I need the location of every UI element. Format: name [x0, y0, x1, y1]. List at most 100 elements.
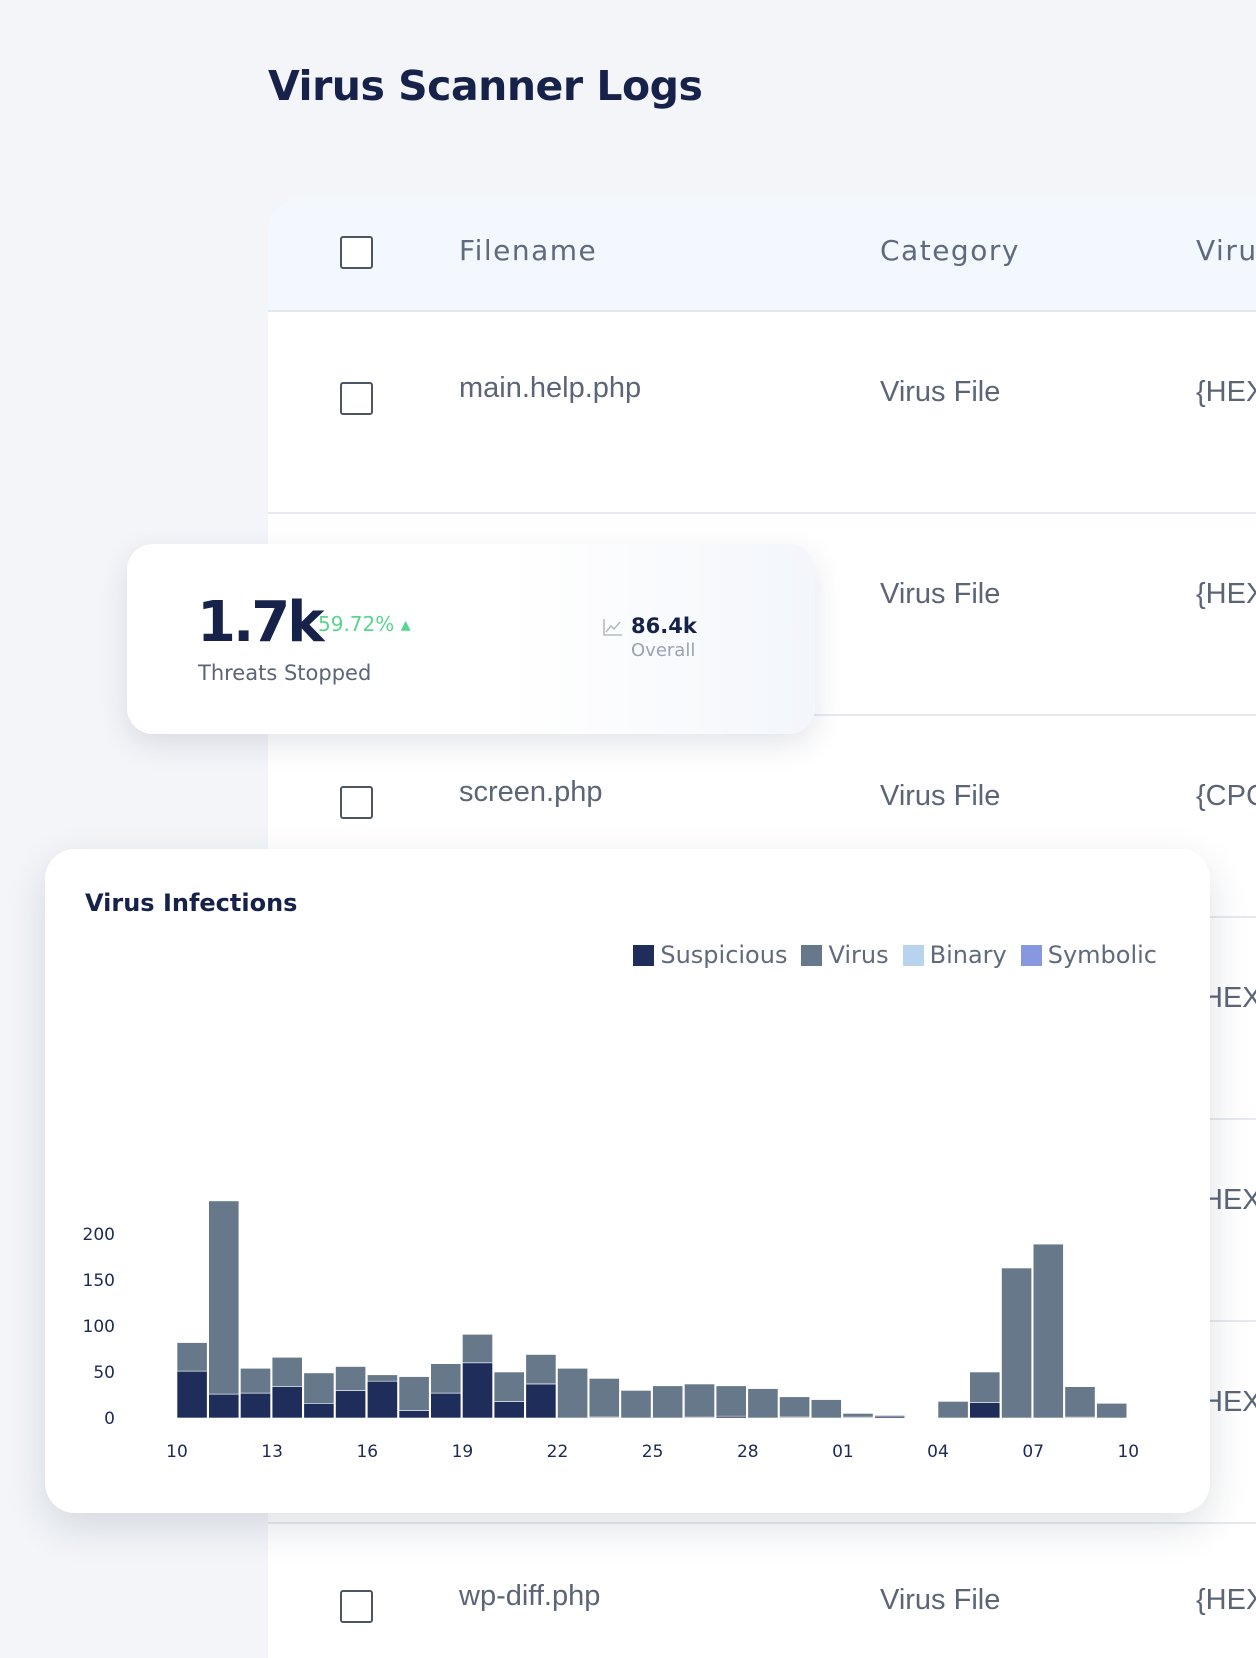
bar-segment-virus[interactable]	[969, 1371, 1001, 1403]
bar-segment-virus[interactable]	[874, 1414, 906, 1417]
legend-label: Virus	[828, 941, 889, 969]
bar-segment-virus[interactable]	[462, 1333, 493, 1364]
table-row[interactable]: HEX	[268, 1322, 1256, 1524]
bar-segment-virus[interactable]	[620, 1390, 652, 1419]
bar-segment-virus[interactable]	[842, 1413, 874, 1418]
bar-segment-virus[interactable]	[1001, 1267, 1033, 1419]
bar-chart: 0 50 100 150 200 10 13 16 19 22 25 28 01 04 07 10	[83, 1200, 1139, 1462]
x-tick-label: 25	[642, 1442, 664, 1462]
virus-cell: HEX	[1202, 1184, 1256, 1216]
legend-swatch-virus	[801, 944, 823, 966]
legend-swatch-binary	[902, 944, 924, 966]
bar-segment-suspicious[interactable]	[335, 1390, 367, 1419]
category-cell: Virus File	[880, 780, 1001, 812]
x-tick-label: 10	[1117, 1442, 1139, 1462]
legend-label: Suspicious	[660, 941, 788, 969]
bar-segment-virus[interactable]	[240, 1367, 271, 1394]
virus-cell: HEX	[1202, 1386, 1256, 1418]
bar-segment-virus[interactable]	[398, 1376, 430, 1411]
column-header-category[interactable]: Category	[880, 234, 1020, 267]
trend-chart-icon	[603, 619, 622, 636]
bar-segment-suspicious[interactable]	[874, 1415, 906, 1419]
page-title: Virus Scanner Logs	[268, 62, 703, 110]
threats-stopped-value: 1.7k	[197, 590, 324, 655]
bar-segment-suspicious[interactable]	[525, 1383, 557, 1419]
select-all-checkbox[interactable]	[340, 236, 373, 269]
x-tick-label: 07	[1022, 1442, 1044, 1462]
x-tick-label: 13	[261, 1442, 283, 1462]
bar-segment-virus[interactable]	[557, 1367, 589, 1419]
bar-segment-virus[interactable]	[937, 1401, 969, 1419]
bar-segment-virus[interactable]	[652, 1385, 684, 1419]
bar-segment-virus[interactable]	[1064, 1386, 1096, 1418]
legend-label: Binary	[929, 941, 1007, 969]
bar-segment-suspicious[interactable]	[208, 1393, 240, 1419]
bar-segment-virus[interactable]	[335, 1366, 367, 1391]
bar-segment-suspicious[interactable]	[176, 1370, 208, 1419]
x-tick-label: 01	[832, 1442, 854, 1462]
legend-item-suspicious[interactable]: Suspicious	[633, 941, 787, 969]
virus-cell: {HEX	[1196, 376, 1256, 408]
bar-segment-virus[interactable]	[525, 1354, 557, 1385]
threats-stopped-label: Threats Stopped	[198, 661, 372, 685]
bar-segment-virus[interactable]	[810, 1399, 842, 1419]
bar-segment-virus[interactable]	[715, 1385, 747, 1417]
table-row[interactable]: main.help.php Virus File {HEX	[268, 312, 1256, 514]
bar-segment-suspicious[interactable]	[493, 1401, 525, 1419]
row-checkbox[interactable]	[340, 1590, 373, 1623]
bar-segment-virus[interactable]	[779, 1396, 811, 1418]
table-row[interactable]: wp-diff.php Virus File {HEX	[268, 1524, 1256, 1658]
x-tick-label: 19	[452, 1442, 474, 1462]
legend-label: Symbolic	[1047, 941, 1157, 969]
bar-segment-suspicious[interactable]	[462, 1362, 493, 1419]
legend-item-binary[interactable]: Binary	[902, 941, 1007, 969]
overall-label: Overall	[631, 640, 696, 661]
threats-stat-card: 1.7k 59.72% ▴ Threats Stopped 86.4k Over…	[127, 544, 815, 734]
bar-segment-suspicious[interactable]	[303, 1402, 335, 1419]
bar-segment-virus[interactable]	[430, 1363, 462, 1394]
threats-change-percent: 59.72% ▴	[318, 612, 411, 636]
filename-cell: screen.php	[459, 776, 603, 808]
virus-cell: {CPC	[1196, 780, 1256, 812]
column-header-filename[interactable]: Filename	[459, 234, 598, 267]
legend-item-virus[interactable]: Virus	[801, 941, 889, 969]
bar-segment-virus[interactable]	[747, 1388, 779, 1419]
x-tick-label: 10	[166, 1442, 188, 1462]
column-header-virus[interactable]: Viru	[1196, 234, 1256, 267]
bar-segment-virus[interactable]	[1096, 1402, 1128, 1419]
bar-segment-virus[interactable]	[366, 1374, 398, 1382]
virus-cell: HEX	[1202, 982, 1256, 1014]
legend-swatch-symbolic	[1020, 944, 1042, 966]
x-tick-label: 04	[927, 1442, 949, 1462]
y-tick-label: 200	[83, 1225, 115, 1245]
y-tick-label: 150	[83, 1271, 115, 1291]
row-checkbox[interactable]	[340, 786, 373, 819]
bar-segment-suspicious[interactable]	[430, 1392, 462, 1419]
bar-segment-virus[interactable]	[684, 1383, 715, 1418]
bar-segment-suspicious[interactable]	[366, 1380, 398, 1419]
table-header: Filename Category Viru	[268, 198, 1256, 312]
bar-segment-suspicious[interactable]	[398, 1410, 430, 1419]
bar-segment-virus[interactable]	[588, 1378, 620, 1418]
bar-segment-virus[interactable]	[271, 1356, 303, 1387]
bar-segment-suspicious[interactable]	[271, 1386, 303, 1419]
row-checkbox[interactable]	[340, 382, 373, 415]
bar-segment-virus[interactable]	[303, 1372, 335, 1404]
bar-segment-virus[interactable]	[1032, 1243, 1064, 1419]
overall-value: 86.4k	[631, 614, 697, 638]
category-cell: Virus File	[880, 376, 1001, 408]
chart-title: Virus Infections	[85, 889, 298, 917]
bar-segment-suspicious[interactable]	[969, 1402, 1001, 1419]
y-tick-label: 50	[93, 1363, 115, 1383]
x-tick-label: 16	[356, 1442, 378, 1462]
y-tick-label: 0	[104, 1409, 115, 1429]
bar-segment-virus[interactable]	[493, 1371, 525, 1402]
bar-segment-suspicious[interactable]	[240, 1392, 271, 1419]
legend-item-symbolic[interactable]: Symbolic	[1020, 941, 1157, 969]
bar-segment-virus[interactable]	[208, 1200, 240, 1395]
bar-segment-virus[interactable]	[176, 1342, 208, 1372]
filename-cell: main.help.php	[459, 372, 642, 404]
category-cell: Virus File	[880, 1584, 1001, 1616]
chart-legend: Suspicious Virus Binary Symbolic	[633, 941, 1157, 969]
virus-cell: {HEX	[1196, 1584, 1256, 1616]
